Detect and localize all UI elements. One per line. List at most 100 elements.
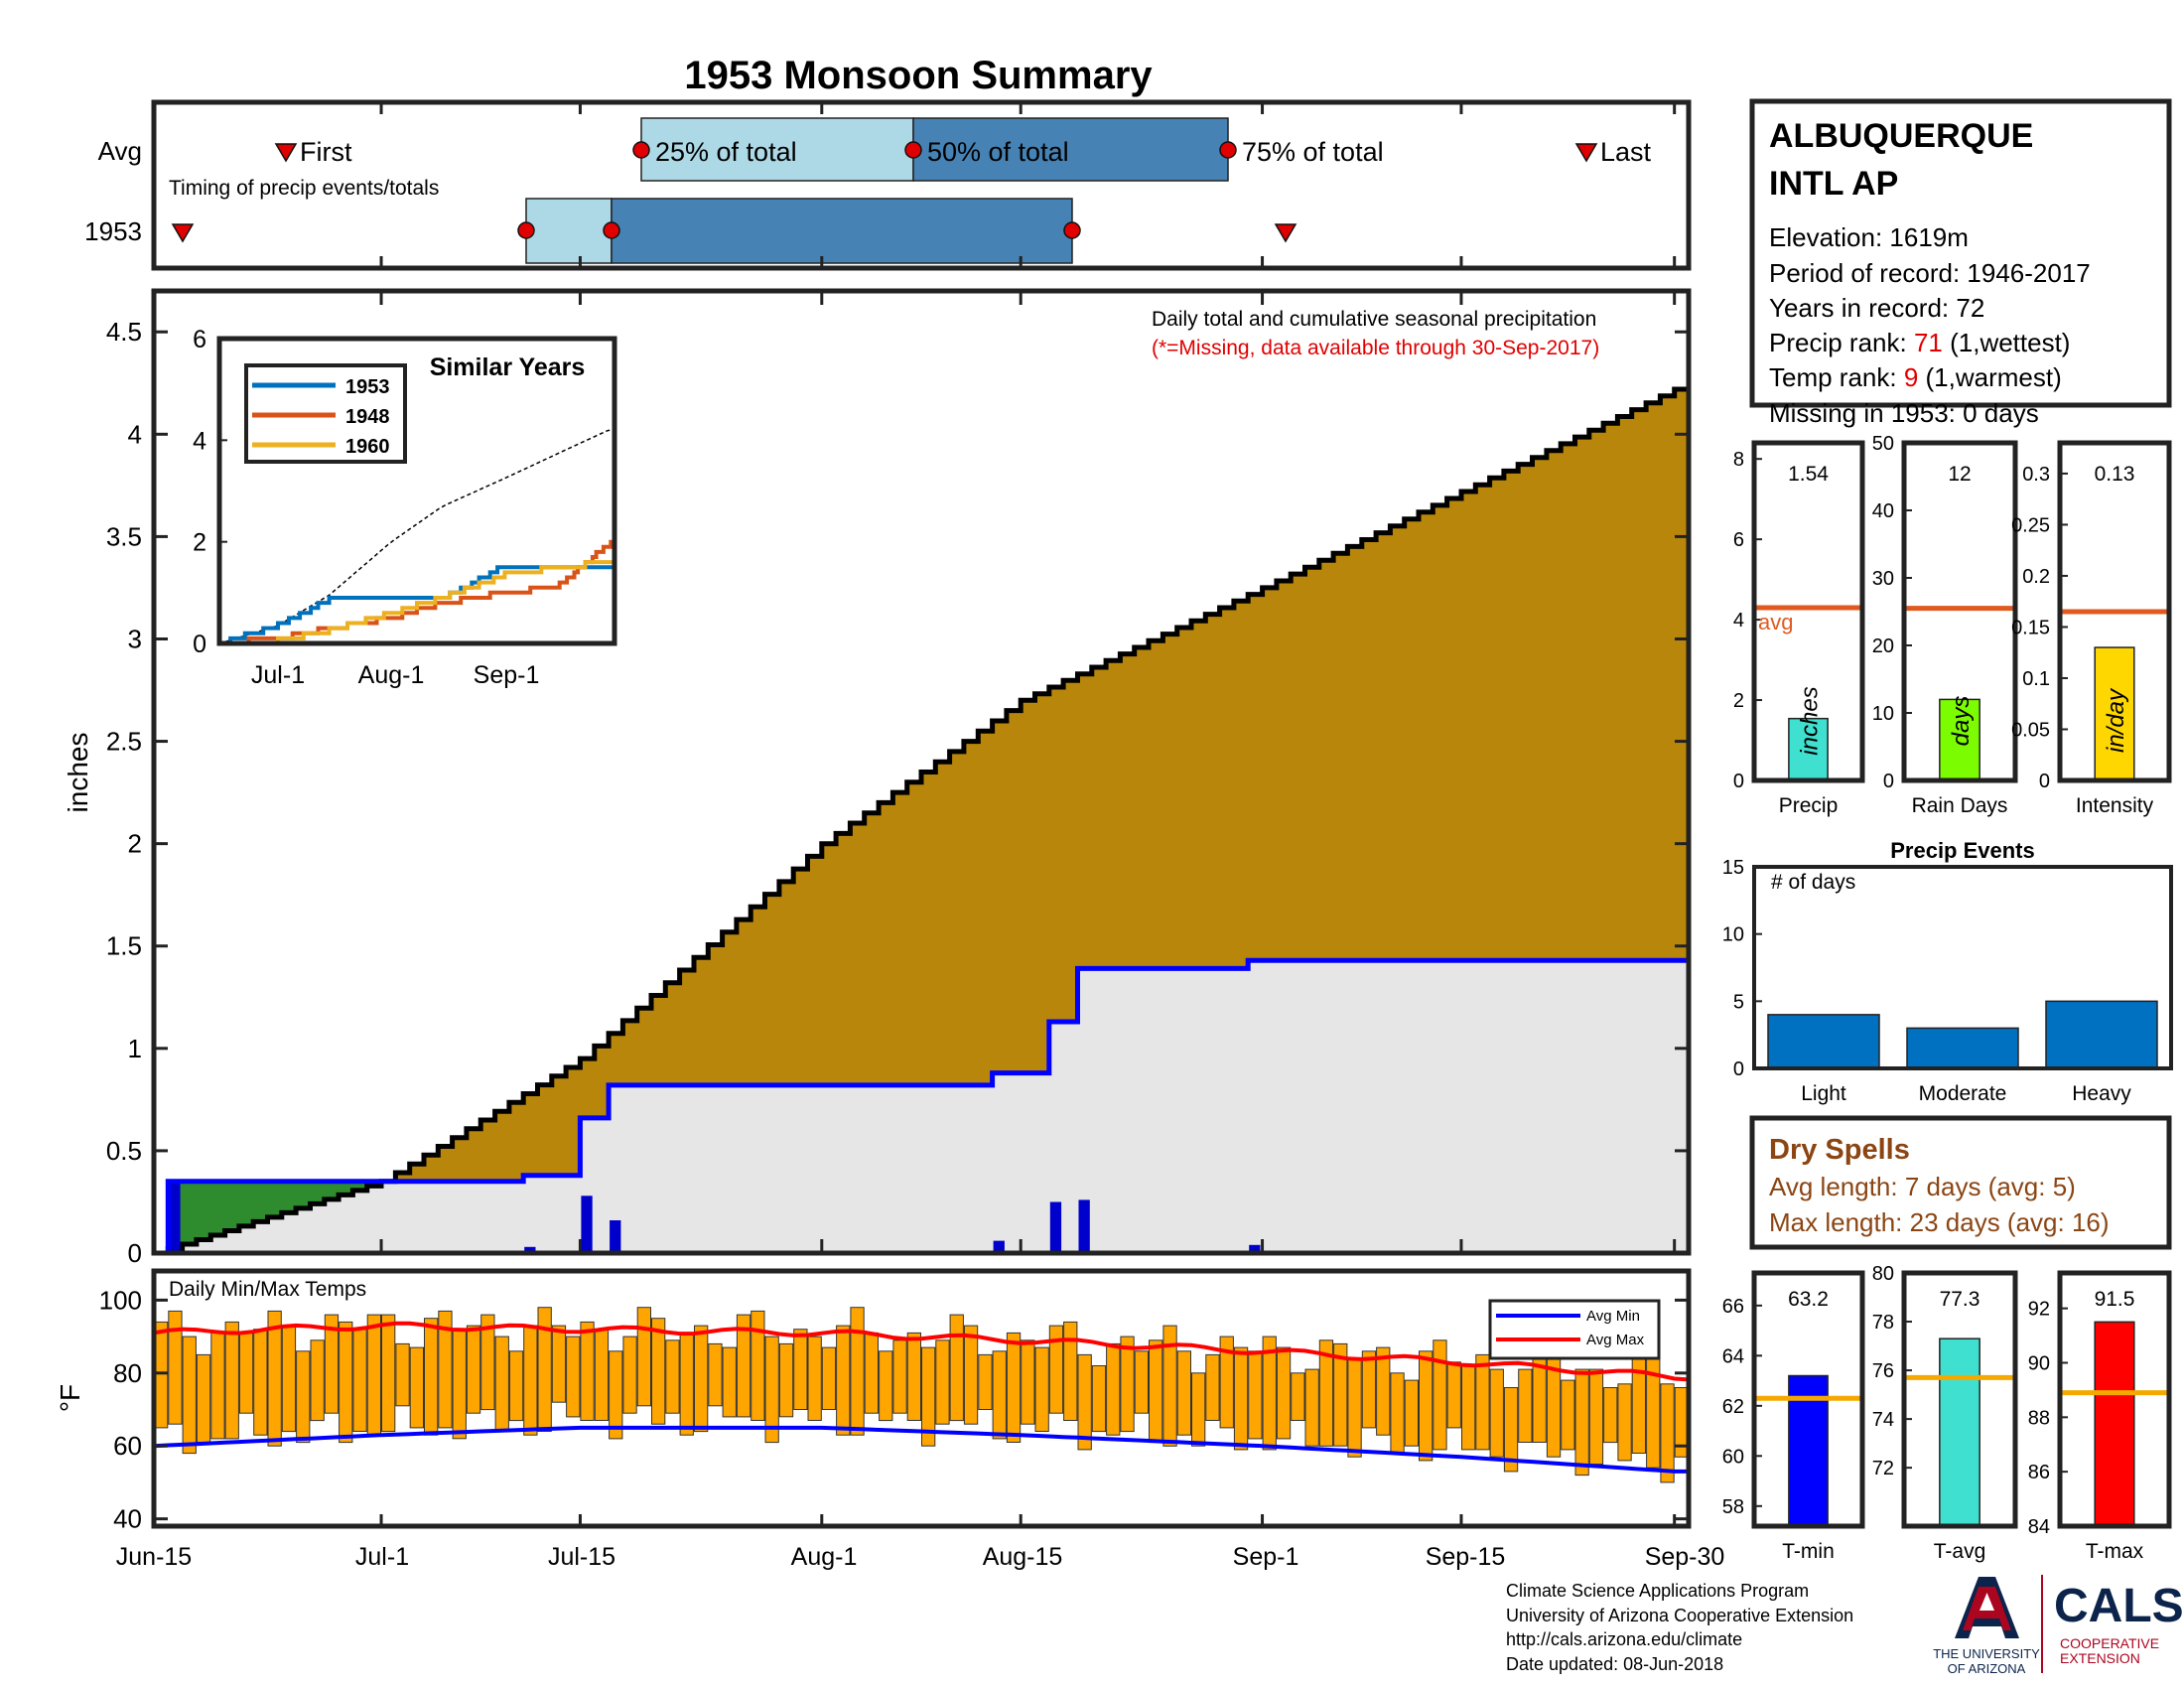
temp-ytick-label: 60 bbox=[113, 1431, 142, 1461]
station-precip-rank: Precip rank: 71 (1,wettest) bbox=[1769, 328, 2070, 357]
temp-bar bbox=[523, 1325, 538, 1436]
ua-logo: THE UNIVERSITY OF ARIZONA bbox=[1933, 1577, 2040, 1676]
events-ytick-label: 5 bbox=[1733, 991, 1744, 1013]
temp-bar bbox=[580, 1321, 595, 1422]
temp-bar bbox=[1433, 1339, 1447, 1451]
small-ytick-label: 0.3 bbox=[2022, 464, 2050, 486]
intensity-label: Intensity bbox=[2076, 794, 2154, 817]
temp-bar bbox=[1390, 1372, 1405, 1455]
inset-xtick: Jul-1 bbox=[251, 661, 305, 689]
temp-bar bbox=[1291, 1372, 1305, 1422]
temp-bar bbox=[1219, 1336, 1234, 1429]
temp-bar bbox=[1304, 1368, 1319, 1447]
station-info: ALBUQUERQUE INTL AP Elevation: 1619m Per… bbox=[1749, 98, 2172, 428]
temp-bar bbox=[168, 1310, 183, 1425]
ua-text: OF ARIZONA bbox=[1948, 1661, 2026, 1676]
ytick-label: 3 bbox=[128, 624, 142, 653]
tmin-label: T-min bbox=[1782, 1540, 1835, 1563]
small-ytick-label: 0.2 bbox=[2022, 566, 2050, 588]
daily-precip-bar bbox=[1049, 1201, 1062, 1253]
ytick-label: 0 bbox=[128, 1238, 142, 1268]
ytick-label: 0.5 bbox=[106, 1136, 142, 1166]
temp-bar bbox=[210, 1332, 225, 1440]
small-ytick-label: 74 bbox=[1872, 1409, 1894, 1431]
temp-bar bbox=[566, 1336, 581, 1418]
temp-bar bbox=[636, 1307, 652, 1407]
ytick-label: 2.5 bbox=[106, 727, 142, 757]
timing-pct75: 75% of total bbox=[1242, 137, 1384, 167]
temp-bar bbox=[1063, 1321, 1078, 1422]
daily-precip-bar bbox=[1078, 1199, 1090, 1253]
temp-bar bbox=[1461, 1365, 1476, 1451]
small-ytick-label: 64 bbox=[1722, 1345, 1744, 1367]
temp-bar bbox=[1248, 1350, 1263, 1440]
temp-bar bbox=[182, 1336, 197, 1455]
small-ytick-label: 0.25 bbox=[2011, 514, 2050, 536]
small-ytick-label: 86 bbox=[2028, 1462, 2050, 1483]
avg-cumulative-line bbox=[154, 386, 1689, 1256]
footer-line: http://cals.arizona.edu/climate bbox=[1506, 1629, 1742, 1649]
temp-bar bbox=[352, 1329, 367, 1432]
intensity-bar bbox=[2094, 646, 2135, 781]
dry-max: Max length: 23 days (avg: 16) bbox=[1769, 1207, 2110, 1237]
intensity-value: 0.13 bbox=[2095, 463, 2135, 486]
precip-avg-label: avg bbox=[1758, 610, 1793, 634]
raindays-label: Rain Days bbox=[1912, 794, 2008, 817]
precip-events-panel: Precip Events 0 5 10 15 # of days Light Mod… bbox=[1722, 838, 2173, 1105]
dry-spells-panel: Dry Spells Avg length: 7 days (avg: 5) M… bbox=[1749, 1115, 2172, 1250]
temp-bar bbox=[466, 1325, 481, 1414]
small-ytick-label: 0.15 bbox=[2011, 617, 2050, 638]
tavg-bar bbox=[1939, 1337, 1980, 1527]
temp-bar bbox=[1205, 1353, 1220, 1422]
footer-line: Climate Science Applications Program bbox=[1506, 1581, 1809, 1601]
temp-bar bbox=[1276, 1346, 1292, 1440]
intensity-unit: in/day bbox=[2103, 687, 2129, 753]
daily-precip-bar bbox=[581, 1196, 593, 1253]
temp-bar bbox=[1048, 1325, 1064, 1414]
temp-bar bbox=[1518, 1368, 1533, 1443]
inset-title: Similar Years bbox=[430, 353, 586, 381]
legend-label-1960: 1960 bbox=[345, 436, 390, 458]
temp-bar bbox=[1333, 1342, 1348, 1447]
temp-bar bbox=[949, 1314, 964, 1422]
station-elevation: Elevation: 1619m bbox=[1769, 222, 1969, 252]
small-panel-frame bbox=[1751, 440, 1865, 783]
small-ytick-label: 6 bbox=[1733, 529, 1744, 551]
temp-bar bbox=[1446, 1361, 1461, 1429]
precip-label: Precip bbox=[1779, 794, 1839, 817]
temp-bar bbox=[609, 1350, 623, 1440]
temp-bar bbox=[1347, 1357, 1362, 1458]
timing-row-year: 1953 bbox=[84, 216, 142, 246]
ua-text: THE UNIVERSITY bbox=[1933, 1646, 2040, 1661]
small-ytick-label: 62 bbox=[1722, 1396, 1744, 1418]
station-missing: Missing in 1953: 0 days bbox=[1769, 398, 2039, 428]
first-marker-icon bbox=[171, 223, 195, 243]
ytick-label: 1 bbox=[128, 1034, 142, 1063]
temp-bar bbox=[665, 1339, 680, 1414]
small-panel-frame bbox=[1901, 440, 2018, 783]
inset-ytick-label: 6 bbox=[193, 326, 206, 353]
temp-bar bbox=[1120, 1336, 1135, 1433]
timing-last: Last bbox=[1600, 137, 1652, 167]
legend-avg-max: Avg Max bbox=[1586, 1332, 1645, 1348]
temp-bar bbox=[921, 1346, 936, 1447]
station-period: Period of record: 1946-2017 bbox=[1769, 258, 2091, 288]
temp-bar bbox=[778, 1342, 794, 1418]
inset-xtick: Sep-1 bbox=[474, 661, 540, 689]
last-marker-icon bbox=[1574, 143, 1598, 163]
temp-bar bbox=[736, 1314, 751, 1418]
temp-bar bbox=[906, 1332, 922, 1422]
small-ytick-label: 0 bbox=[1883, 771, 1894, 792]
legend-avg-min: Avg Min bbox=[1586, 1308, 1640, 1325]
inset-ytick-label: 0 bbox=[193, 631, 206, 658]
small-panel-frame bbox=[2057, 1270, 2172, 1529]
x-axis-labels: Jun-15 Jul-1 Jul-15 Aug-1 Aug-15 Sep-1 S… bbox=[116, 1543, 1725, 1571]
footer: Climate Science Applications Program Uni… bbox=[1506, 1581, 1853, 1674]
small-ytick-label: 8 bbox=[1733, 449, 1744, 471]
temp-bar bbox=[935, 1339, 950, 1425]
temp-bar bbox=[992, 1350, 1007, 1440]
temp-bar bbox=[324, 1314, 340, 1414]
timing-panel: Avg 1953 Timing of precip events/totals … bbox=[84, 99, 1692, 271]
small-ytick-label: 78 bbox=[1872, 1312, 1894, 1334]
small-ytick-label: 58 bbox=[1722, 1496, 1744, 1518]
